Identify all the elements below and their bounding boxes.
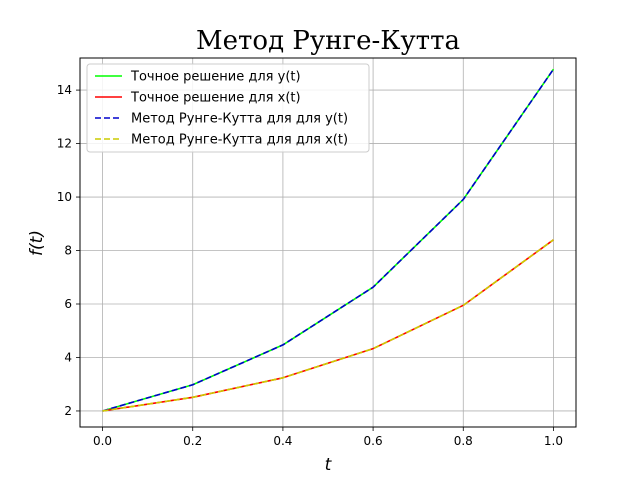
- series-line-3: [102, 239, 554, 412]
- series-layer: [102, 68, 555, 412]
- y-tick-label: 10: [57, 190, 72, 204]
- y-axis-label: f(t): [27, 230, 47, 256]
- legend-entry: Точное решение для y(t): [130, 70, 301, 85]
- legend-entry: Метод Рунге-Кутта для для y(t): [131, 112, 348, 127]
- x-tick-label: 0.2: [183, 434, 202, 448]
- y-tick-label: 14: [57, 83, 72, 97]
- legend-box: [86, 63, 370, 153]
- y-tick-label: 2: [64, 404, 72, 418]
- series-line-1: [102, 239, 554, 412]
- x-tick-label: 1.0: [544, 434, 563, 448]
- ticks: 0.0 0.2 0.4 0.6 0.8 1.0 2 4 6 8 10 12 14: [57, 83, 563, 448]
- chart-title: Метод Рунге-Кутта: [196, 26, 460, 56]
- legend-entry: Точное решение для x(t): [130, 91, 301, 106]
- y-tick-label: 6: [64, 297, 72, 311]
- x-tick-label: 0.4: [273, 434, 292, 448]
- y-tick-label: 4: [64, 350, 72, 364]
- legend: Точное решение для y(t) Точное решение дл…: [86, 63, 370, 153]
- x-tick-label: 0.8: [454, 434, 473, 448]
- y-tick-label: 12: [57, 137, 72, 151]
- plot-frame: [79, 57, 577, 428]
- x-axis-label: t: [325, 455, 333, 475]
- x-tick-label: 0.0: [93, 434, 112, 448]
- y-tick-label: 8: [64, 244, 72, 258]
- series-line-2: [102, 68, 555, 412]
- legend-entry: Метод Рунге-Кутта для для x(t): [131, 133, 348, 148]
- x-tick-label: 0.6: [364, 434, 383, 448]
